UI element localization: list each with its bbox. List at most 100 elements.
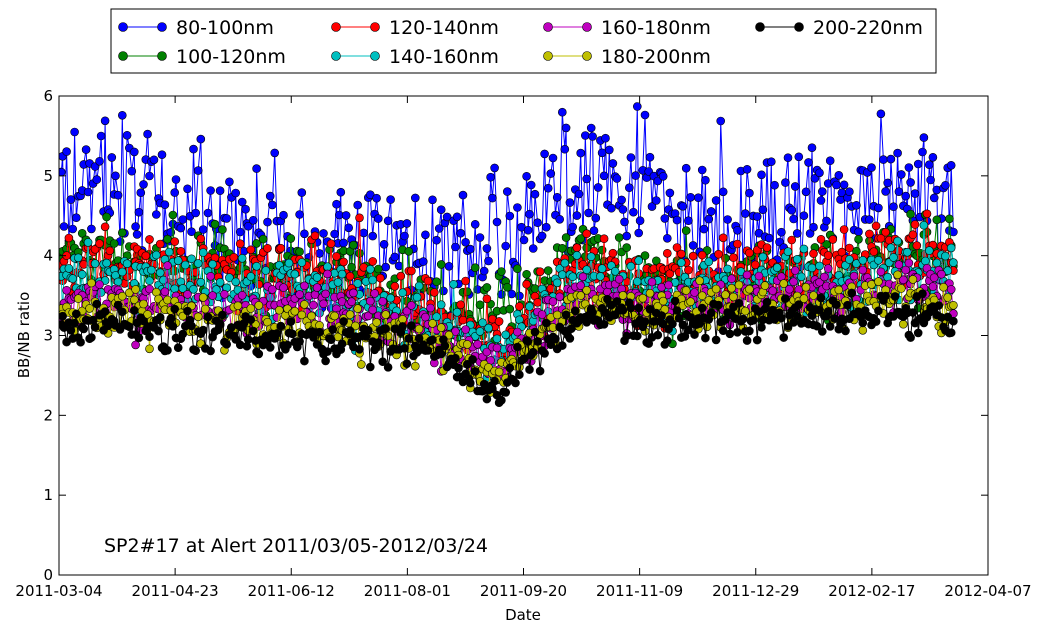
data-point: [672, 306, 682, 315]
data-point: [660, 214, 670, 223]
data-point: [421, 312, 430, 322]
data-point: [721, 290, 730, 300]
data-point: [816, 196, 826, 205]
data-point: [684, 216, 693, 225]
data-point: [681, 226, 691, 235]
legend-marker: [118, 51, 128, 61]
data-point: [894, 187, 904, 196]
data-point: [201, 304, 210, 314]
data-point: [436, 300, 446, 310]
data-point: [353, 304, 363, 313]
data-point: [523, 225, 533, 235]
data-point: [345, 271, 355, 281]
data-point: [402, 306, 412, 316]
data-point: [246, 304, 256, 313]
data-point: [300, 229, 309, 239]
data-point: [87, 278, 96, 288]
data-point: [908, 308, 918, 317]
data-point: [568, 222, 578, 232]
data-point: [819, 272, 829, 282]
data-point: [139, 180, 148, 189]
data-point: [295, 247, 304, 256]
legend-label: 180-200nm: [601, 46, 711, 68]
data-point: [760, 281, 770, 290]
data-point: [799, 294, 809, 303]
data-point: [344, 223, 354, 233]
data-point: [400, 343, 409, 353]
data-point: [229, 252, 239, 262]
data-point: [582, 174, 592, 184]
data-point: [519, 235, 529, 245]
data-point: [599, 234, 609, 243]
data-point: [557, 107, 567, 117]
data-point: [160, 287, 170, 297]
data-point: [505, 211, 515, 221]
data-point: [762, 297, 772, 307]
data-point: [913, 159, 923, 169]
data-point: [792, 311, 802, 321]
data-point: [910, 220, 920, 229]
data-point: [263, 217, 272, 227]
legend-marker: [582, 51, 592, 61]
data-point: [248, 216, 258, 225]
data-point: [452, 212, 462, 222]
data-point: [315, 308, 324, 318]
data-point: [246, 245, 256, 255]
data-point: [68, 274, 77, 283]
data-point: [319, 229, 328, 238]
data-point: [254, 280, 264, 289]
data-point: [823, 264, 833, 273]
data-point: [843, 300, 852, 310]
data-point: [436, 205, 446, 214]
data-point: [187, 321, 196, 331]
data-point: [95, 157, 104, 166]
data-point: [470, 263, 480, 273]
data-point: [475, 300, 485, 310]
data-point: [738, 314, 748, 324]
data-point: [501, 241, 511, 251]
data-point: [874, 255, 883, 265]
data-point: [839, 180, 849, 190]
data-point: [465, 378, 475, 388]
data-point: [672, 243, 682, 252]
data-point: [787, 235, 797, 245]
legend-marker: [543, 22, 553, 32]
data-point: [789, 277, 798, 287]
data-point: [530, 189, 540, 199]
data-point: [801, 187, 811, 197]
data-point: [152, 210, 161, 219]
data-point: [586, 123, 596, 133]
data-point: [412, 292, 422, 302]
data-point: [934, 301, 944, 310]
data-point: [118, 291, 127, 301]
data-point: [647, 277, 657, 287]
data-point: [734, 298, 744, 308]
data-point: [799, 211, 809, 220]
data-point: [949, 258, 958, 267]
data-point: [145, 171, 154, 181]
data-point: [118, 267, 127, 277]
data-point: [727, 283, 736, 293]
data-point: [519, 354, 529, 364]
data-point: [490, 163, 499, 173]
data-point: [381, 310, 391, 319]
data-point: [102, 258, 111, 268]
data-point: [620, 217, 629, 227]
data-point: [653, 176, 663, 186]
data-point: [825, 156, 835, 165]
data-point: [252, 164, 261, 173]
data-point: [507, 289, 517, 299]
data-point: [378, 297, 388, 306]
data-point: [576, 234, 586, 243]
data-point: [787, 205, 797, 215]
data-point: [599, 319, 609, 329]
data-point: [398, 288, 407, 298]
data-point: [582, 265, 592, 275]
data-point: [601, 133, 610, 143]
legend-marker: [755, 22, 765, 32]
data-point: [284, 258, 294, 268]
data-point: [690, 288, 699, 297]
data-point: [90, 259, 100, 268]
data-point: [87, 224, 96, 234]
data-point: [90, 245, 100, 254]
